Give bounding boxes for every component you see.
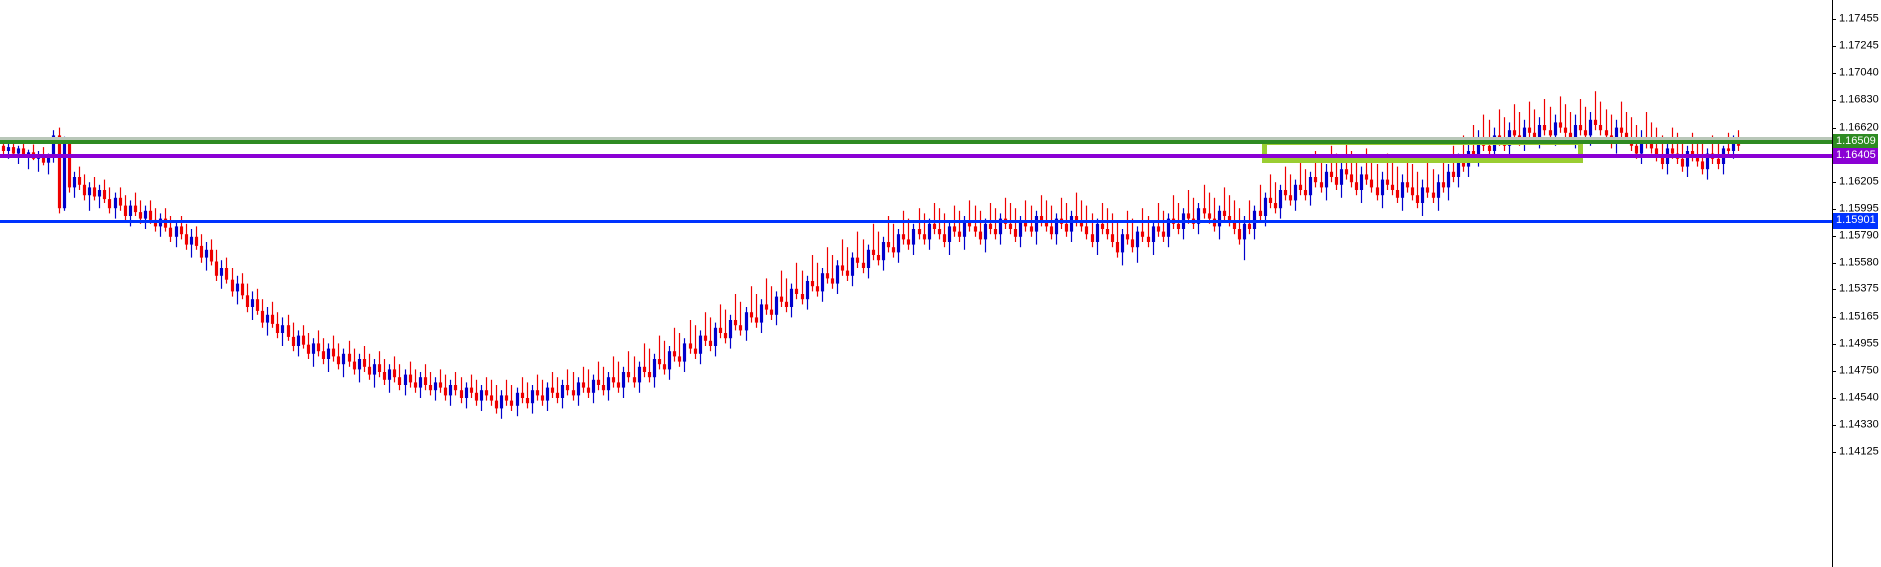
price-tick xyxy=(1832,425,1836,426)
price-tick-label: 1.15375 xyxy=(1839,282,1879,295)
price-tick-label: 1.14955 xyxy=(1839,337,1879,350)
price-tick-label: 1.16205 xyxy=(1839,175,1879,188)
price-tick xyxy=(1832,73,1836,74)
price-axis-line xyxy=(1832,0,1833,567)
price-tick xyxy=(1832,209,1836,210)
candlestick-series xyxy=(1,91,1741,419)
price-tick-label: 1.15995 xyxy=(1839,202,1879,215)
price-tick-label: 1.17455 xyxy=(1839,12,1879,25)
price-tick xyxy=(1832,100,1836,101)
price-tick xyxy=(1832,371,1836,372)
price-tick-label: 1.15580 xyxy=(1839,256,1879,269)
price-tick-label: 1.14540 xyxy=(1839,391,1879,404)
price-tick xyxy=(1832,236,1836,237)
mid-level-price-badge[interactable]: 1.16405 xyxy=(1833,147,1878,164)
price-tick xyxy=(1832,263,1836,264)
price-tick xyxy=(1832,289,1836,290)
price-tick xyxy=(1832,128,1836,129)
price-tick-label: 1.17040 xyxy=(1839,66,1879,79)
price-tick-label: 1.14125 xyxy=(1839,445,1879,458)
price-tick-label: 1.14750 xyxy=(1839,364,1879,377)
price-axis[interactable]: 1.17455 1.17245 1.17040 1.16830 1.16620 1.162… xyxy=(1832,0,1881,567)
resistance-level-price-badge[interactable]: 1.16509 xyxy=(1833,134,1878,150)
price-tick-label: 1.16620 xyxy=(1839,121,1879,134)
price-tick-label: 1.17245 xyxy=(1839,39,1879,52)
price-tick xyxy=(1832,317,1836,318)
price-tick xyxy=(1832,398,1836,399)
price-tick xyxy=(1832,19,1836,20)
price-tick xyxy=(1832,182,1836,183)
price-tick xyxy=(1832,46,1836,47)
support-level-price-badge[interactable]: 1.15901 xyxy=(1833,213,1878,230)
price-tick-label: 1.15790 xyxy=(1839,229,1879,241)
price-tick-label: 1.16830 xyxy=(1839,93,1879,106)
price-tick-label: 1.14330 xyxy=(1839,418,1879,431)
price-tick-label: 1.15165 xyxy=(1839,310,1879,323)
chart-plot-area[interactable] xyxy=(0,0,1832,567)
price-tick xyxy=(1832,344,1836,345)
supply-zone-rectangle[interactable] xyxy=(1262,140,1583,163)
price-tick xyxy=(1832,452,1836,453)
